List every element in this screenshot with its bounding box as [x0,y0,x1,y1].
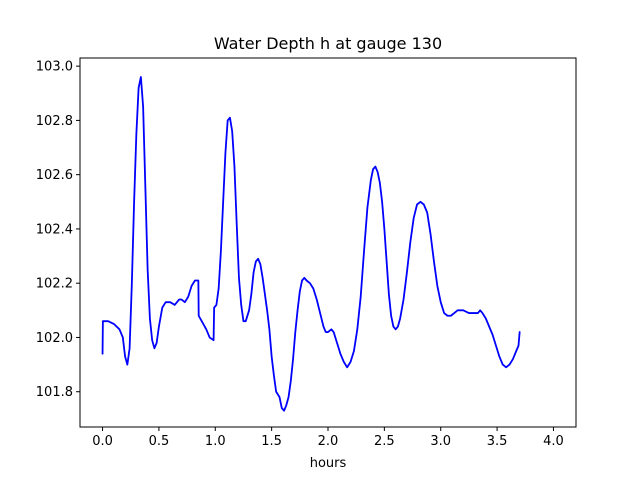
y-tick-label: 103.0 [36,60,73,75]
y-tick-label: 102.0 [36,331,73,346]
x-tick-label: 0.0 [92,434,113,449]
y-tick-label: 102.6 [36,168,73,183]
x-axis-label: hours [310,456,347,471]
x-tick-label: 2.0 [318,434,339,449]
chart-title: Water Depth h at gauge 130 [214,34,442,53]
y-tick-label: 102.2 [36,277,73,292]
y-tick-label: 101.8 [36,385,73,400]
x-tick-label: 4.0 [543,434,564,449]
y-axis-ticks: 101.8 102.0 102.2 102.4 102.6 102.8 103.0 [36,60,80,400]
x-tick-label: 2.5 [374,434,395,449]
x-tick-label: 0.5 [149,434,170,449]
x-tick-label: 3.0 [430,434,451,449]
y-tick-label: 102.4 [36,222,73,237]
x-tick-label: 3.5 [487,434,508,449]
x-tick-label: 1.0 [205,434,226,449]
x-tick-label: 1.5 [261,434,282,449]
series-line-1 [101,76,521,412]
x-axis-ticks: 0.0 0.5 1.0 1.5 2.0 2.5 3.0 3.5 4.0 [92,427,564,449]
y-tick-label: 102.8 [36,114,73,129]
